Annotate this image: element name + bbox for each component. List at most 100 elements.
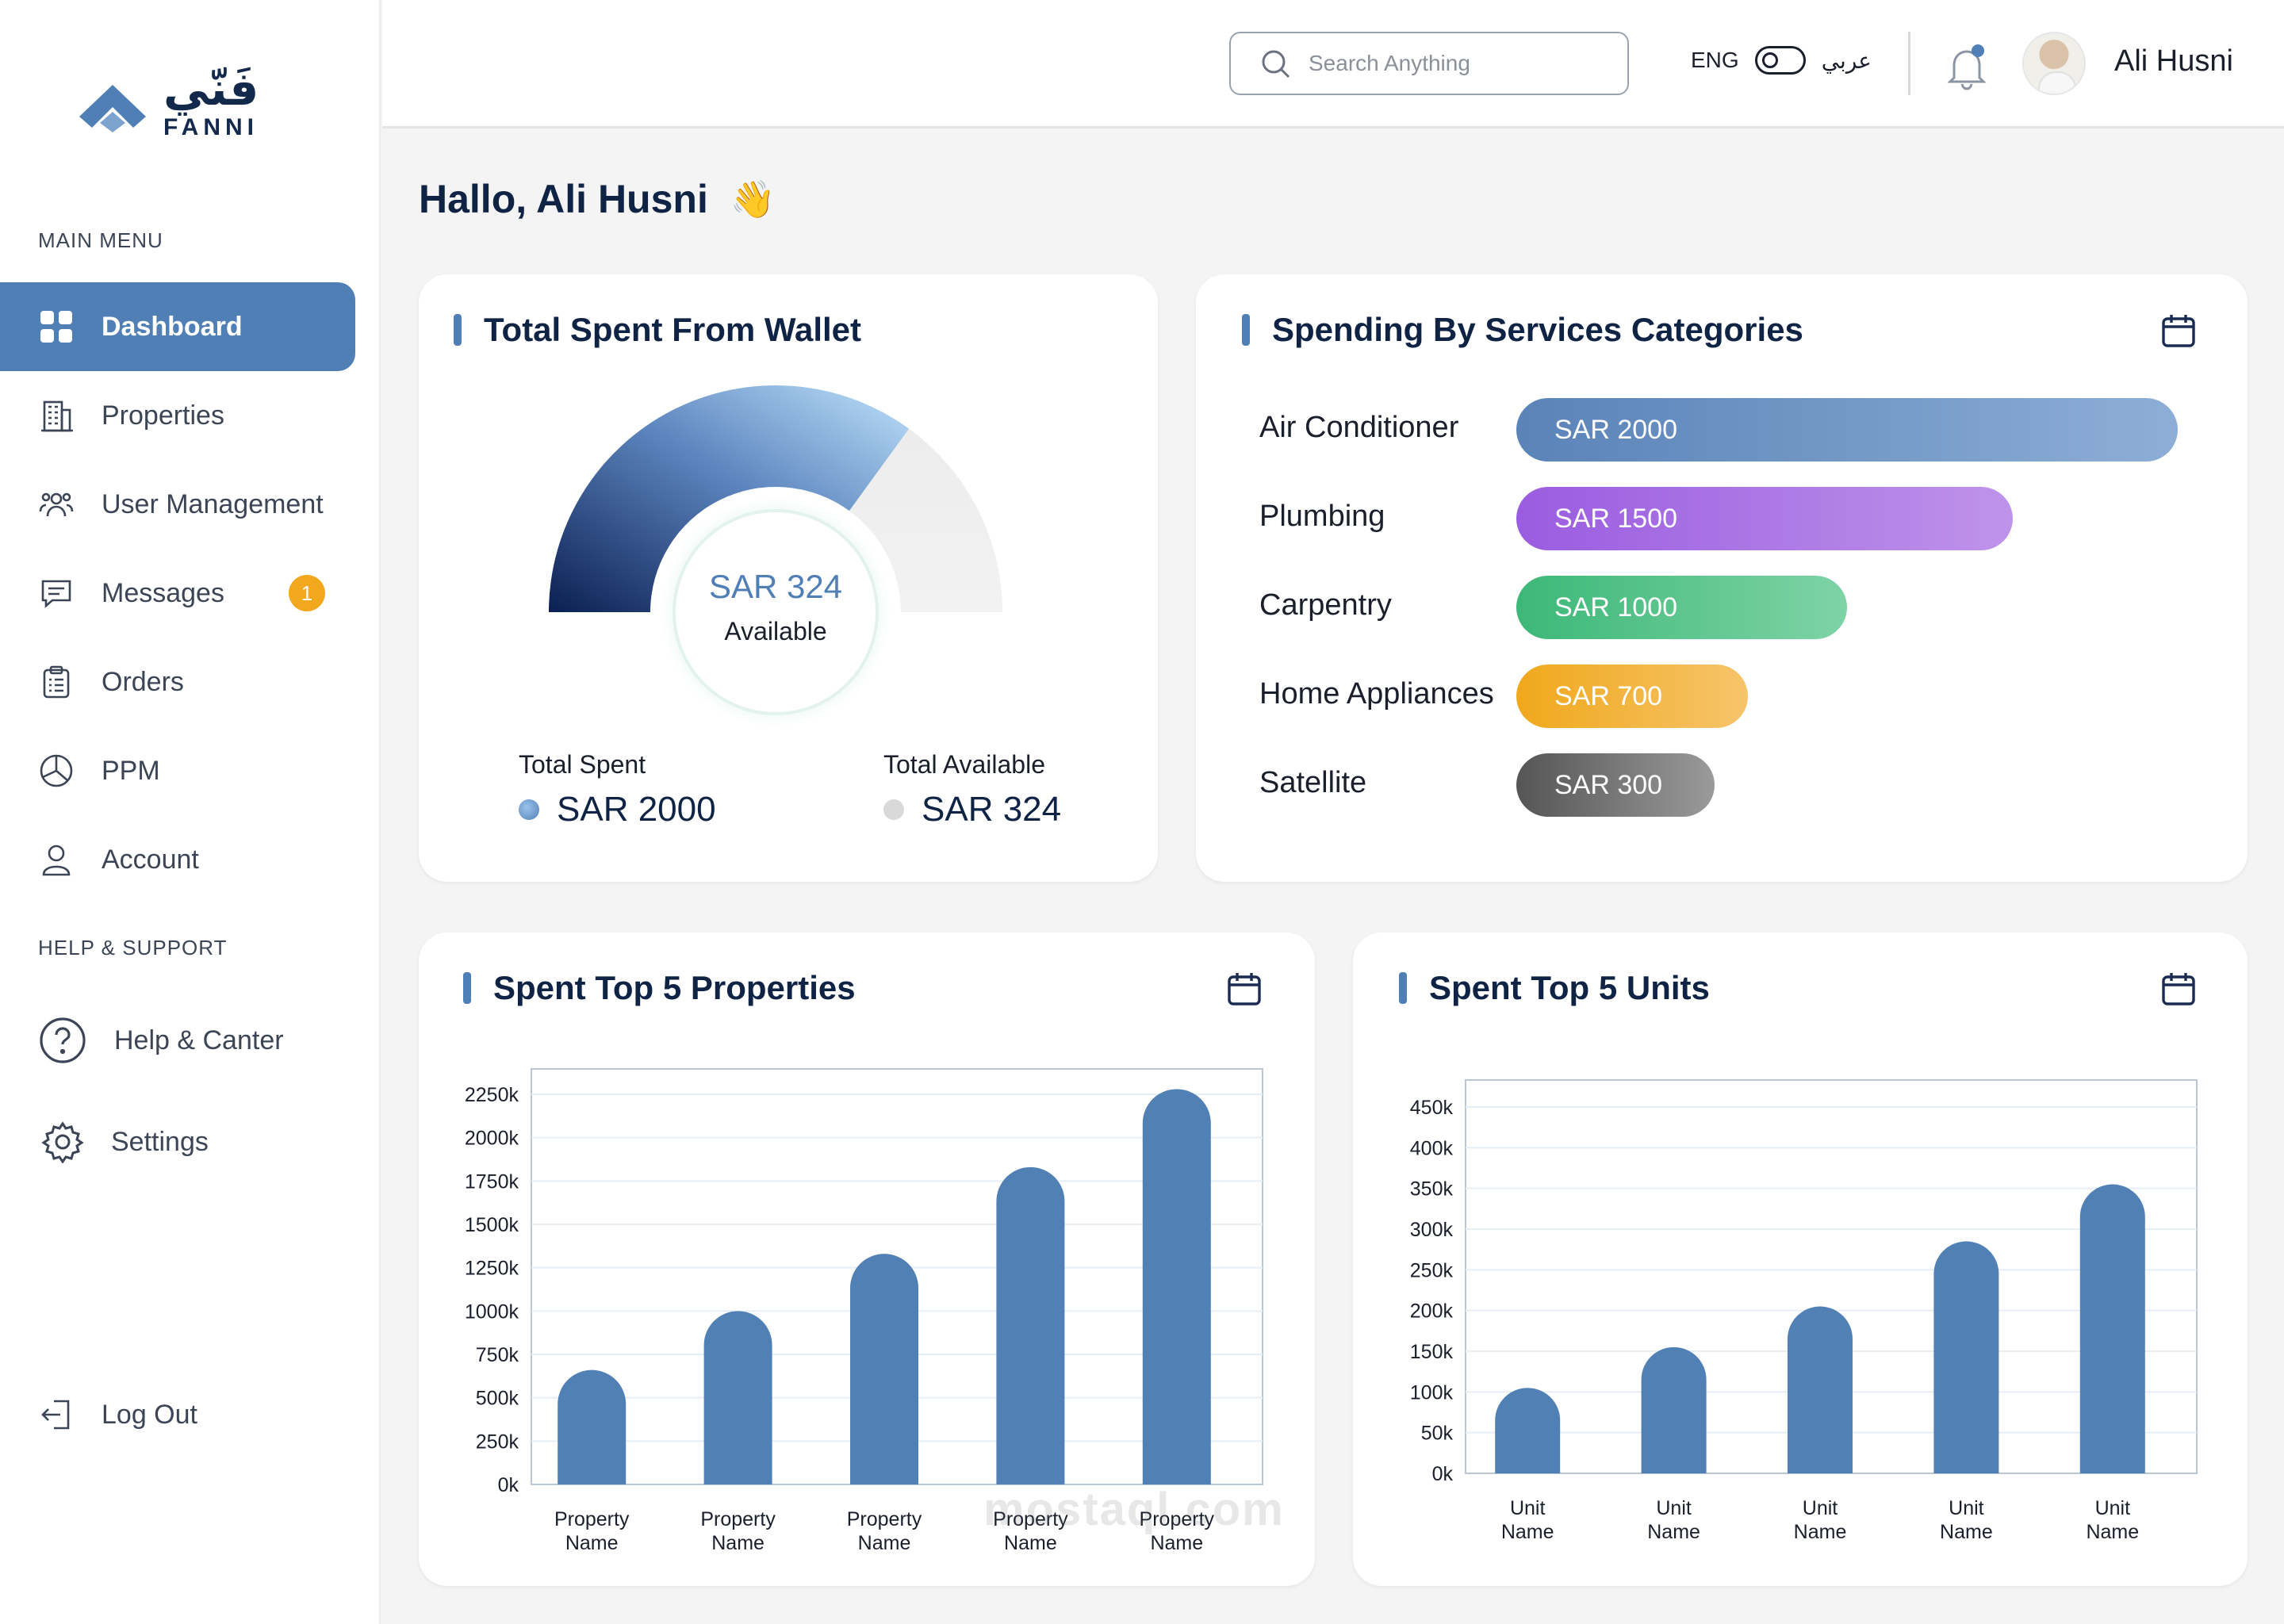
logout-icon	[41, 1400, 70, 1430]
x-tick-label: Name	[1004, 1532, 1057, 1554]
y-tick-label: 2000k	[465, 1128, 519, 1150]
gauge-available-arc	[849, 428, 1002, 612]
x-tick-label: Unit	[1949, 1497, 1984, 1519]
question-icon	[40, 1017, 86, 1063]
pie-icon	[40, 754, 73, 787]
title-accent	[454, 314, 462, 346]
y-tick-label: 750k	[476, 1344, 519, 1366]
x-tick-label: Property	[554, 1508, 630, 1530]
watermark: mostaql.com	[983, 1484, 1285, 1535]
total-spent: SAR 2000	[519, 790, 716, 829]
house-logo-icon	[79, 85, 146, 132]
sidebar-item-label: Dashboard	[102, 311, 243, 342]
clipboard-icon	[43, 665, 70, 699]
search-input[interactable]	[1309, 51, 1610, 76]
wallet-card: Total Spent From Wallet	[419, 274, 1158, 882]
category-bar[interactable]: SAR 1000	[1516, 576, 1847, 639]
header-divider	[1908, 32, 1910, 95]
help-support-label: HELP & SUPPORT	[38, 936, 228, 959]
total-spent-value: SAR 2000	[557, 790, 716, 829]
messages-count-badge: 1	[289, 575, 325, 611]
bar	[558, 1369, 627, 1484]
search-icon	[1262, 50, 1290, 79]
properties-title-text: Spent Top 5 Properties	[493, 969, 856, 1006]
sidebar-item-account[interactable]: Account	[0, 815, 355, 904]
x-tick-label: Property	[1140, 1508, 1215, 1530]
bar	[996, 1166, 1065, 1484]
fanni-logo[interactable]: فَنّي FANNI	[73, 63, 259, 141]
sidebar-item-label: Account	[102, 844, 199, 875]
header-user-name[interactable]: Ali Husni	[2114, 44, 2233, 78]
wallet-gauge: SAR 324 Available	[546, 377, 1006, 734]
title-accent	[1242, 314, 1250, 346]
category-label: Plumbing	[1259, 500, 1385, 533]
x-tick-label: Name	[2086, 1521, 2139, 1543]
y-tick-label: 1500k	[465, 1214, 519, 1236]
x-tick-label: Property	[993, 1508, 1068, 1530]
y-tick-label: 150k	[1410, 1341, 1454, 1363]
sidebar-item-ppm[interactable]: PPM	[0, 726, 355, 815]
categories-card-title: Spending By Services Categories	[1242, 311, 1803, 349]
main-menu-label: MAIN MENU	[38, 228, 163, 252]
sidebar-item-orders[interactable]: Orders	[0, 638, 355, 726]
properties-bar-chart: 0k 250k 500k 750k 1000k 1250k 1500k 1750k 2000k 2…	[465, 1068, 1263, 1554]
available-label: Available	[724, 617, 827, 645]
wallet-title-text: Total Spent From Wallet	[484, 311, 862, 348]
lang-en-label: ENG	[1691, 48, 1739, 72]
notification-bell-icon[interactable]	[1943, 41, 1991, 92]
logo-arabic: فَنّي	[163, 62, 259, 116]
total-available-label: Total Available	[883, 750, 1045, 779]
sidebar-item-settings[interactable]: Settings	[0, 1097, 355, 1186]
bar	[850, 1254, 918, 1484]
y-tick-label: 400k	[1410, 1137, 1454, 1159]
x-tick-label: Unit	[2095, 1497, 2131, 1519]
title-accent	[463, 972, 471, 1004]
message-icon	[41, 580, 71, 608]
y-tick-label: 100k	[1410, 1381, 1454, 1404]
calendar-icon[interactable]	[2160, 312, 2197, 349]
y-tick-label: 500k	[476, 1388, 519, 1410]
language-switch[interactable]: ENG عربي	[1691, 46, 1872, 75]
sidebar-item-messages[interactable]: Messages 1	[0, 549, 355, 638]
sidebar-item-label: PPM	[102, 755, 160, 786]
bar	[703, 1311, 772, 1484]
user-avatar[interactable]	[2022, 32, 2086, 95]
sidebar-item-label: Settings	[111, 1126, 209, 1157]
y-tick-label: 1000k	[465, 1300, 519, 1323]
available-amount: SAR 324	[708, 568, 843, 605]
category-bar[interactable]: SAR 300	[1516, 753, 1715, 817]
total-spent-label: Total Spent	[519, 750, 646, 779]
category-label: Home Appliances	[1259, 677, 1494, 710]
user-icon	[42, 845, 71, 876]
language-toggle[interactable]	[1754, 46, 1806, 75]
categories-title-text: Spending By Services Categories	[1272, 311, 1803, 348]
greeting: Hallo, Ali Husni 👋	[419, 176, 776, 222]
sidebar-item-user-management[interactable]: User Management	[0, 460, 355, 549]
wallet-card-title: Total Spent From Wallet	[454, 311, 861, 349]
logout-button[interactable]: Log Out	[0, 1370, 355, 1459]
category-label: Satellite	[1259, 766, 1367, 799]
bar	[1142, 1089, 1211, 1484]
calendar-icon[interactable]	[2160, 971, 2197, 1007]
bar	[1641, 1346, 1707, 1473]
category-bar[interactable]: SAR 700	[1516, 665, 1748, 728]
total-available-value: SAR 324	[922, 790, 1062, 829]
category-bar[interactable]: SAR 1500	[1516, 487, 2013, 550]
top-header: ENG عربي Ali Husni	[382, 0, 2284, 128]
y-tick-label: 1750k	[465, 1170, 519, 1193]
sidebar-item-dashboard[interactable]: Dashboard	[0, 282, 355, 371]
y-tick-label: 200k	[1410, 1300, 1454, 1323]
sidebar-item-properties[interactable]: Properties	[0, 371, 355, 460]
sidebar-item-help-center[interactable]: Help & Canter	[0, 996, 355, 1085]
category-label: Air Conditioner	[1259, 411, 1459, 444]
gauge-svg	[549, 385, 1002, 731]
sidebar-item-label: Messages	[102, 577, 224, 608]
bar	[2079, 1184, 2145, 1473]
logout-label: Log Out	[102, 1399, 197, 1430]
category-bar[interactable]: SAR 2000	[1516, 398, 2178, 462]
lang-ar-label: عربي	[1821, 48, 1872, 73]
x-tick-label: Name	[711, 1532, 765, 1554]
calendar-icon[interactable]	[1226, 971, 1263, 1007]
search-box[interactable]	[1229, 32, 1629, 95]
x-tick-label: Name	[1940, 1521, 1993, 1543]
